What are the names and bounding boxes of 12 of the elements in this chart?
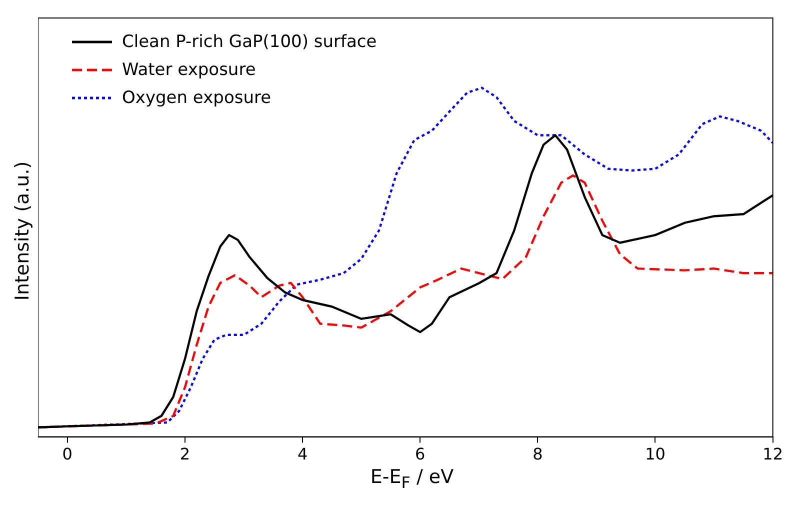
x-tick-label: 2	[180, 444, 190, 464]
x-tick-label: 0	[62, 444, 72, 464]
x-tick-label: 4	[297, 444, 308, 464]
legend-label: Clean P-rich GaP(100) surface	[122, 32, 377, 52]
x-tick-label: 12	[762, 444, 783, 464]
x-tick-label: 10	[645, 444, 666, 464]
x-axis-title: E-E$_{F}$ / eV	[369, 466, 455, 492]
legend-label: Oxygen exposure	[122, 88, 272, 108]
x-tick-label: 6	[415, 444, 426, 464]
legend-label: Water exposure	[122, 60, 256, 80]
y-axis-title: Intensity (a.u.)	[12, 160, 34, 300]
x-tick-label: 8	[532, 444, 543, 464]
